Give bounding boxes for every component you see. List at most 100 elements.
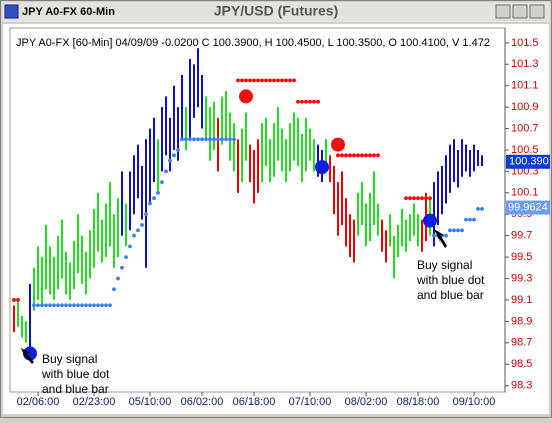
stop-dot-long [88, 303, 92, 308]
stop-dot-short [292, 78, 296, 83]
stop-dot-short [276, 78, 280, 83]
stop-dot-long [116, 276, 120, 281]
annotation: Buy signal [42, 352, 97, 366]
stop-dot-short [348, 153, 352, 158]
y-tick-label: 100.1 [511, 187, 539, 199]
y-tick-label: 101.3 [511, 58, 539, 70]
stop-dot-short [240, 78, 244, 83]
stop-dot-long [184, 137, 188, 142]
x-tick-label: 05/10:00 [129, 396, 172, 408]
stop-dot-short [236, 78, 240, 83]
stop-dot-long [464, 217, 468, 222]
stop-dot-short [340, 153, 344, 158]
close-button[interactable] [529, 4, 545, 19]
stop-dot-long [40, 303, 44, 308]
stop-dot-long [204, 137, 208, 142]
stop-dot-short [256, 78, 260, 83]
stop-dot-short [376, 153, 380, 158]
stop-dot-short [424, 196, 428, 201]
x-tick-label: 02/06:00 [17, 396, 60, 408]
stop-dot-long [132, 233, 136, 238]
x-tick-label: 06/18:00 [233, 396, 276, 408]
stop-dot-short [244, 78, 248, 83]
annotation: with blue dot [416, 273, 485, 287]
y-tick-label: 100.9 [511, 101, 539, 113]
header-text: JPY A0-FX [60-Min] 04/09/09 -0.0200 C 10… [16, 37, 490, 49]
y-tick-label: 101.1 [511, 80, 539, 92]
stop-dot-long [208, 137, 212, 142]
stop-dot-short [368, 153, 372, 158]
indicator-box [506, 200, 550, 215]
stop-dot-long [448, 228, 452, 233]
y-tick-label: 98.7 [511, 337, 532, 349]
x-tick-label: 02/23:00 [73, 396, 116, 408]
stop-dot-long [452, 228, 456, 233]
stop-dot-short [248, 78, 252, 83]
window-title: JPY A0-FX 60-Min [22, 6, 115, 18]
stop-dot-short [284, 78, 288, 83]
stop-dot-short [416, 196, 420, 201]
stop-dot-short [316, 99, 320, 104]
stop-dot-short [252, 78, 256, 83]
stop-dot-long [144, 212, 148, 217]
stop-dot-long [176, 148, 180, 152]
y-tick-label: 98.9 [511, 315, 532, 327]
stop-dot-short [272, 78, 276, 83]
stop-dot-long [172, 153, 176, 158]
stop-dot-long [124, 255, 128, 259]
sell-signal [239, 89, 253, 104]
y-tick-label: 99.7 [511, 230, 532, 242]
stop-dot-long [212, 137, 216, 142]
annotation: and blue bar [417, 288, 484, 302]
y-tick-label: 99.3 [511, 272, 532, 284]
stop-dot-short [268, 78, 272, 83]
stop-dot-short [296, 99, 300, 104]
stop-dot-long [444, 233, 448, 238]
stop-dot-long [104, 303, 108, 308]
stop-dot-long [472, 217, 476, 222]
stop-dot-short [404, 196, 408, 201]
stop-dot-long [44, 303, 48, 308]
stop-dot-short [336, 153, 340, 158]
stop-dot-short [372, 153, 376, 158]
stop-dot-long [160, 180, 164, 185]
stop-dot-long [192, 137, 196, 142]
stop-dot-long [80, 303, 84, 308]
window-icon [4, 4, 19, 19]
stop-dot-long [168, 158, 172, 163]
stop-dot-short [304, 99, 308, 104]
stop-dot-short [288, 78, 292, 83]
stop-dot-short [12, 298, 16, 302]
stop-dot-long [228, 137, 232, 142]
stop-dot-long [220, 137, 224, 142]
stop-dot-long [56, 303, 60, 308]
stop-dot-short [264, 78, 268, 83]
annotation: Buy signal [417, 258, 472, 272]
stop-dot-short [412, 196, 416, 201]
annotation-arrow [434, 229, 447, 248]
stop-dot-long [468, 217, 472, 222]
stop-dot-long [48, 303, 52, 308]
last-price-box [506, 154, 550, 169]
stop-dot-long [148, 201, 152, 206]
stop-dot-short [260, 78, 264, 83]
stop-dot-long [136, 228, 140, 233]
x-tick-label: 07/10:00 [289, 396, 332, 408]
annotation: and blue bar [42, 382, 109, 396]
x-tick-label: 08/18:00 [397, 396, 440, 408]
y-tick-label: 101.5 [511, 37, 539, 49]
stop-dot-long [456, 228, 460, 233]
stop-dot-long [96, 303, 100, 308]
stop-dot-long [68, 303, 72, 308]
maximize-button[interactable] [512, 4, 528, 19]
y-tick-label: 99.1 [511, 294, 532, 306]
stop-dot-long [52, 303, 56, 308]
stop-dot-long [476, 206, 480, 211]
stop-dot-long [480, 206, 484, 211]
stop-dot-short [344, 153, 348, 158]
stop-dot-long [112, 287, 116, 292]
stop-dot-short [420, 196, 424, 201]
y-tick-label: 99.5 [511, 251, 532, 263]
minimize-button[interactable] [495, 4, 511, 19]
stop-dot-short [280, 78, 284, 83]
